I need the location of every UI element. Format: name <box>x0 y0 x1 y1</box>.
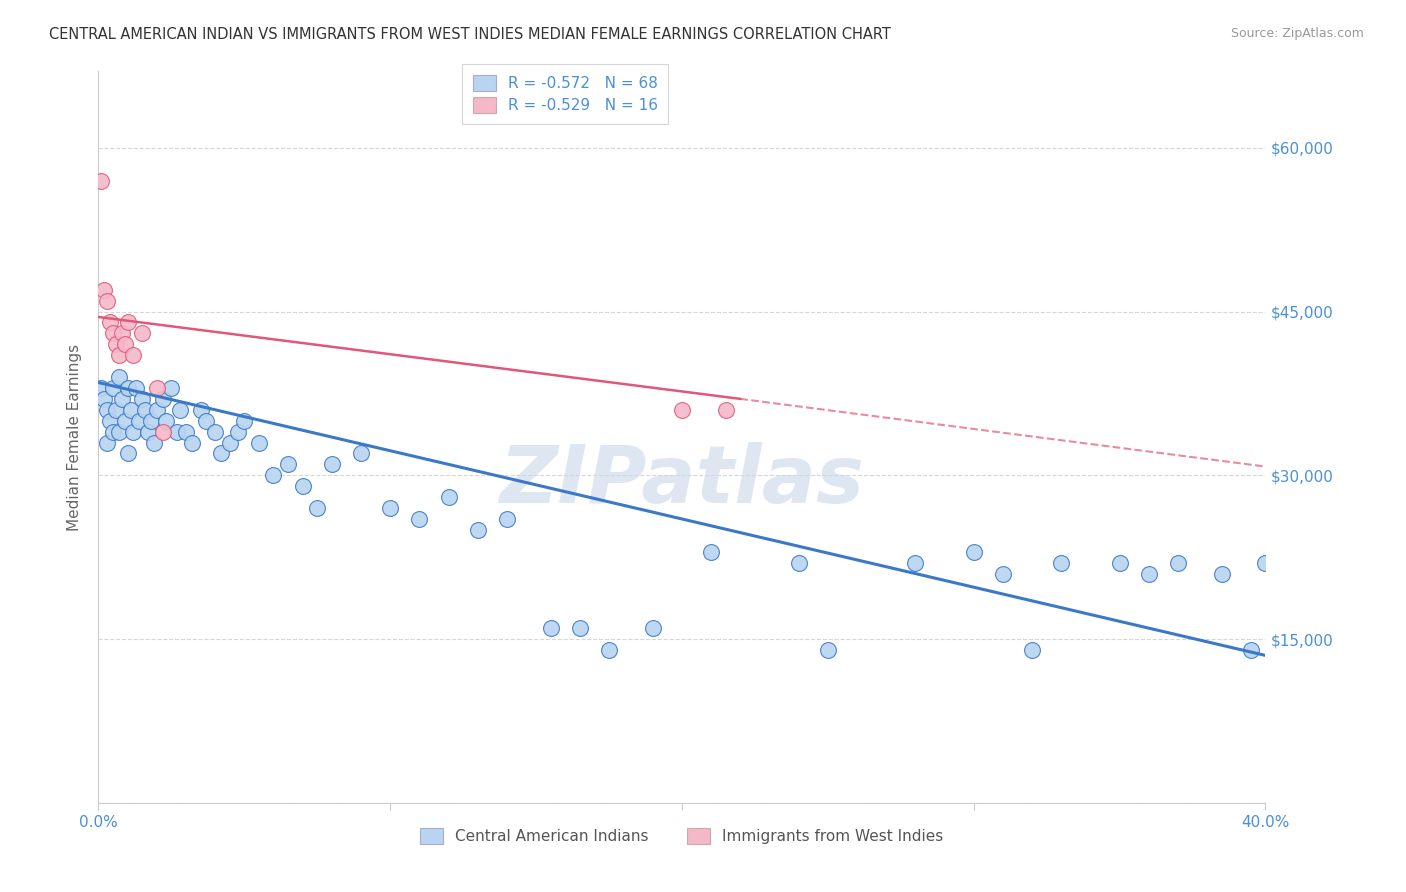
Point <box>136 425 159 439</box>
Point <box>671 402 693 417</box>
Point <box>93 283 115 297</box>
Point <box>104 337 127 351</box>
Text: Source: ZipAtlas.com: Source: ZipAtlas.com <box>1230 27 1364 40</box>
Point <box>142 435 165 450</box>
Point <box>962 545 984 559</box>
Point <box>128 414 150 428</box>
Point <box>108 348 131 362</box>
Point <box>904 556 927 570</box>
Point <box>641 621 664 635</box>
Point <box>1167 556 1189 570</box>
Point <box>233 414 256 428</box>
Y-axis label: Median Female Earnings: Median Female Earnings <box>67 343 83 531</box>
Point <box>991 566 1014 581</box>
Point <box>111 392 134 406</box>
Point <box>467 523 489 537</box>
Point <box>98 414 121 428</box>
Point <box>90 381 112 395</box>
Point <box>101 381 124 395</box>
Point <box>120 402 142 417</box>
Point <box>218 435 240 450</box>
Point <box>114 414 136 428</box>
Point <box>98 315 121 329</box>
Point <box>169 402 191 417</box>
Point <box>166 425 188 439</box>
Point <box>146 402 169 417</box>
Point <box>93 392 115 406</box>
Point <box>131 326 153 341</box>
Point <box>262 468 284 483</box>
Point <box>96 435 118 450</box>
Point <box>160 381 183 395</box>
Point <box>291 479 314 493</box>
Point <box>122 425 145 439</box>
Legend: Central American Indians, Immigrants from West Indies: Central American Indians, Immigrants fro… <box>415 822 949 850</box>
Point <box>1254 556 1277 570</box>
Point <box>134 402 156 417</box>
Point <box>1021 643 1043 657</box>
Point <box>787 556 810 570</box>
Point <box>195 414 218 428</box>
Point <box>307 501 329 516</box>
Point <box>117 446 139 460</box>
Point <box>146 381 169 395</box>
Point <box>96 293 118 308</box>
Point <box>90 173 112 187</box>
Point <box>125 381 148 395</box>
Point <box>277 458 299 472</box>
Point <box>1211 566 1233 581</box>
Point <box>111 326 134 341</box>
Point <box>117 381 139 395</box>
Point <box>1240 643 1263 657</box>
Point <box>408 512 430 526</box>
Point <box>139 414 162 428</box>
Point <box>122 348 145 362</box>
Point <box>101 326 124 341</box>
Point <box>1137 566 1160 581</box>
Point <box>247 435 270 450</box>
Point <box>540 621 562 635</box>
Point <box>380 501 402 516</box>
Point <box>117 315 139 329</box>
Point <box>1050 556 1073 570</box>
Point <box>817 643 839 657</box>
Point <box>209 446 232 460</box>
Point <box>204 425 226 439</box>
Point <box>155 414 177 428</box>
Point <box>108 370 131 384</box>
Point <box>114 337 136 351</box>
Text: CENTRAL AMERICAN INDIAN VS IMMIGRANTS FROM WEST INDIES MEDIAN FEMALE EARNINGS CO: CENTRAL AMERICAN INDIAN VS IMMIGRANTS FR… <box>49 27 891 42</box>
Point <box>152 425 174 439</box>
Text: ZIPatlas: ZIPatlas <box>499 442 865 520</box>
Point <box>131 392 153 406</box>
Point <box>700 545 723 559</box>
Point <box>321 458 343 472</box>
Point <box>714 402 737 417</box>
Point <box>108 425 131 439</box>
Point <box>180 435 202 450</box>
Point <box>104 402 127 417</box>
Point <box>96 402 118 417</box>
Point <box>568 621 591 635</box>
Point <box>101 425 124 439</box>
Point <box>228 425 250 439</box>
Point <box>174 425 197 439</box>
Point <box>350 446 373 460</box>
Point <box>598 643 620 657</box>
Point <box>190 402 212 417</box>
Point <box>496 512 519 526</box>
Point <box>437 490 460 504</box>
Point <box>1108 556 1130 570</box>
Point <box>152 392 174 406</box>
